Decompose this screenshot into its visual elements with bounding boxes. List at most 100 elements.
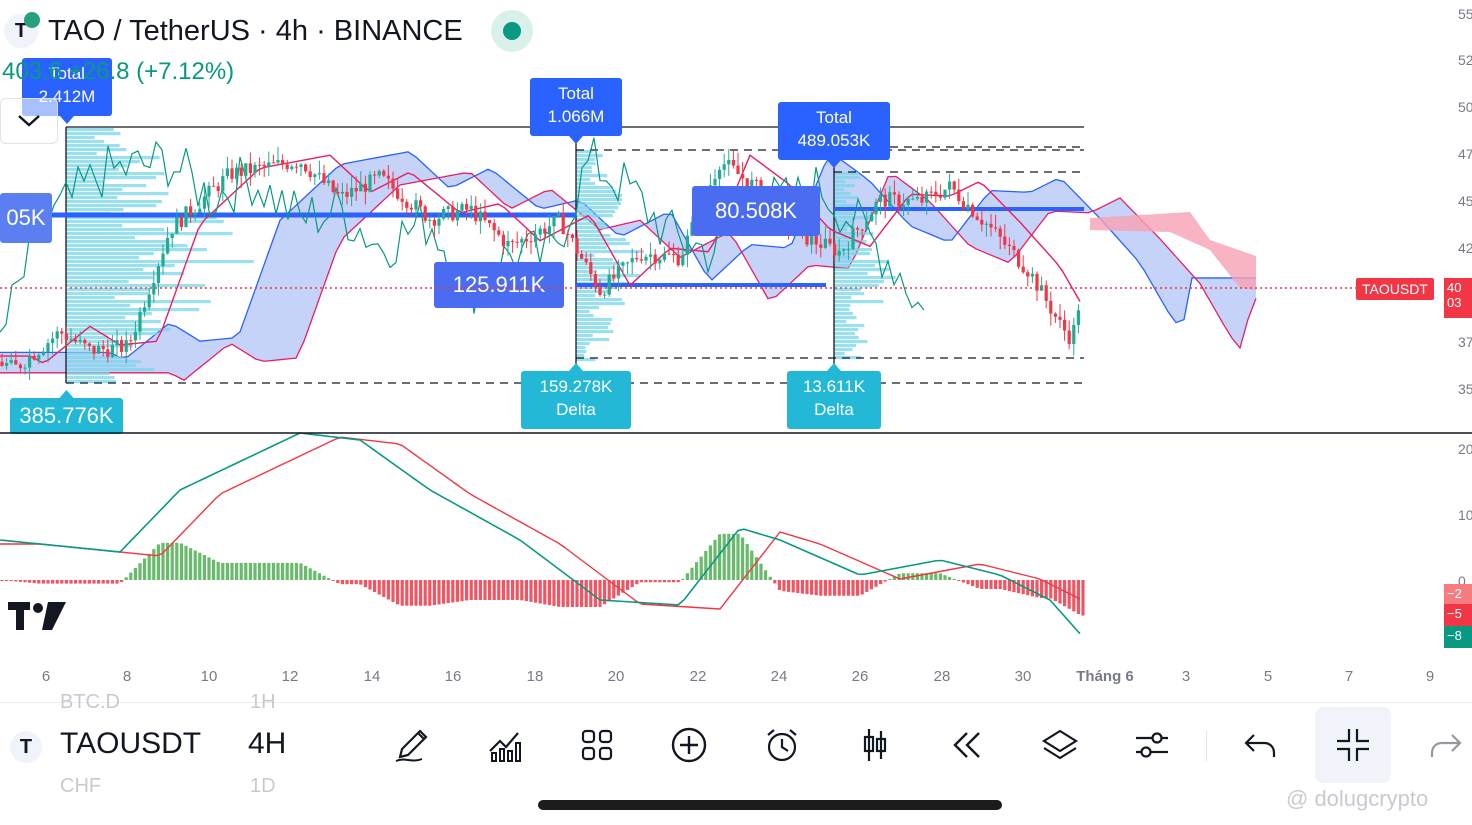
macd-histogram-bar xyxy=(78,580,82,584)
macd-histogram-bar xyxy=(856,580,860,596)
profile-bar xyxy=(834,340,868,344)
profile-bar xyxy=(576,238,626,242)
symbol-title[interactable]: TAO / TetherUS · 4h · BINANCE xyxy=(48,14,463,47)
profile-bar xyxy=(66,360,141,364)
profile-bar xyxy=(66,200,162,204)
profile-bar xyxy=(66,216,217,220)
profile-bar xyxy=(834,288,861,292)
macd-histogram-bar xyxy=(552,580,556,606)
profile-bar xyxy=(576,178,591,182)
poc-value-label: 80.508K xyxy=(692,186,820,236)
time-tick: 26 xyxy=(851,668,869,685)
profile-bar xyxy=(576,262,624,266)
candle xyxy=(819,244,823,248)
macd-histogram-bar xyxy=(676,580,680,583)
macd-histogram-bar xyxy=(18,580,22,582)
profile-bar xyxy=(834,184,855,188)
candle xyxy=(230,168,234,179)
macd-tick: 0 xyxy=(1458,573,1466,589)
macd-histogram-bar xyxy=(1003,580,1007,591)
candle xyxy=(814,235,818,245)
delta-label-box xyxy=(787,371,881,429)
delta-label-box xyxy=(10,398,123,434)
macd-histogram-bar xyxy=(915,573,919,580)
toolbar-divider xyxy=(1206,731,1207,761)
delta-label-text: Delta xyxy=(556,400,596,419)
profile-bar xyxy=(66,376,115,380)
replay-icon[interactable] xyxy=(941,721,993,769)
macd-histogram-bar xyxy=(143,558,147,580)
undo-icon[interactable] xyxy=(1234,721,1286,769)
symbol-picker[interactable]: TAOUSDT xyxy=(60,727,202,760)
candle xyxy=(869,214,873,222)
profile-bar xyxy=(576,230,602,234)
macd-histogram-bar xyxy=(639,580,643,583)
candle xyxy=(446,206,450,210)
profile-bar xyxy=(576,346,586,350)
settings-sliders-icon[interactable] xyxy=(1126,721,1178,769)
macd-histogram-bar xyxy=(621,580,625,593)
alarm-icon[interactable] xyxy=(756,721,808,769)
macd-histogram-bar xyxy=(501,580,505,600)
macd-histogram-bar xyxy=(124,577,128,580)
candle xyxy=(957,189,961,202)
market-status-icon[interactable] xyxy=(490,10,533,52)
macd-histogram-bar xyxy=(842,580,846,596)
macd-histogram-bar xyxy=(971,580,975,587)
time-tick: 9 xyxy=(1425,668,1435,685)
candle xyxy=(437,218,441,226)
profile-bar xyxy=(66,248,207,252)
candle xyxy=(750,179,754,189)
time-tick: 20 xyxy=(607,668,625,685)
grid-icon[interactable] xyxy=(571,721,623,769)
macd-histogram-bar xyxy=(377,580,381,595)
profile-bar xyxy=(834,172,859,176)
profile-bar xyxy=(834,196,858,200)
collapse-icon[interactable] xyxy=(1315,707,1391,783)
macd-histogram-bar xyxy=(156,544,160,580)
macd-histogram-bar xyxy=(175,542,179,580)
macd-histogram-bar xyxy=(584,580,588,607)
indicators-icon[interactable] xyxy=(478,721,530,769)
plus-circle-icon[interactable] xyxy=(663,721,715,769)
tradingview-logo-icon[interactable] xyxy=(8,600,68,641)
profile-bar xyxy=(66,276,154,280)
candle xyxy=(336,191,340,194)
macd-histogram-bar xyxy=(902,573,906,580)
profile-bar xyxy=(834,276,896,280)
macd-line xyxy=(0,432,1081,635)
candle xyxy=(630,258,634,263)
candle xyxy=(575,237,579,254)
candle xyxy=(1017,250,1021,267)
collapse-legend-button[interactable] xyxy=(0,98,58,144)
time-axis[interactable]: 6 8 10 12 14 16 18 20 22 24 26 28 30 Tháng 6 3 5 7 9 xyxy=(0,668,1472,698)
layers-icon[interactable] xyxy=(1034,721,1086,769)
profile-bar xyxy=(66,368,155,372)
candle xyxy=(718,169,722,179)
candle xyxy=(304,164,308,172)
redo-icon[interactable] xyxy=(1420,721,1472,769)
macd-histogram-bar xyxy=(23,580,27,583)
candle xyxy=(248,163,252,174)
candle xyxy=(423,206,427,221)
symbol-logo-icon: T xyxy=(10,731,42,763)
total-label-text: Total xyxy=(49,64,85,83)
macd-histogram-bar xyxy=(225,562,229,580)
profile-bar xyxy=(66,236,135,240)
delta-label: 159.278K Delta xyxy=(521,363,631,429)
macd-histogram-bar xyxy=(865,580,869,592)
macd-histogram-bar xyxy=(685,573,689,580)
macd-histogram-bar xyxy=(322,575,326,580)
total-label: Total 1.066M xyxy=(530,78,622,144)
pencil-icon[interactable] xyxy=(386,721,438,769)
profile-bar xyxy=(834,304,851,308)
candle xyxy=(166,238,170,254)
candles-icon[interactable] xyxy=(849,721,901,769)
profile-bar xyxy=(66,128,114,132)
macd-histogram-bar xyxy=(566,580,570,607)
macd-histogram-bar xyxy=(41,580,45,584)
profile-bar xyxy=(66,208,124,212)
span-b-line xyxy=(0,172,1257,382)
interval-picker[interactable]: 4H xyxy=(248,727,287,760)
